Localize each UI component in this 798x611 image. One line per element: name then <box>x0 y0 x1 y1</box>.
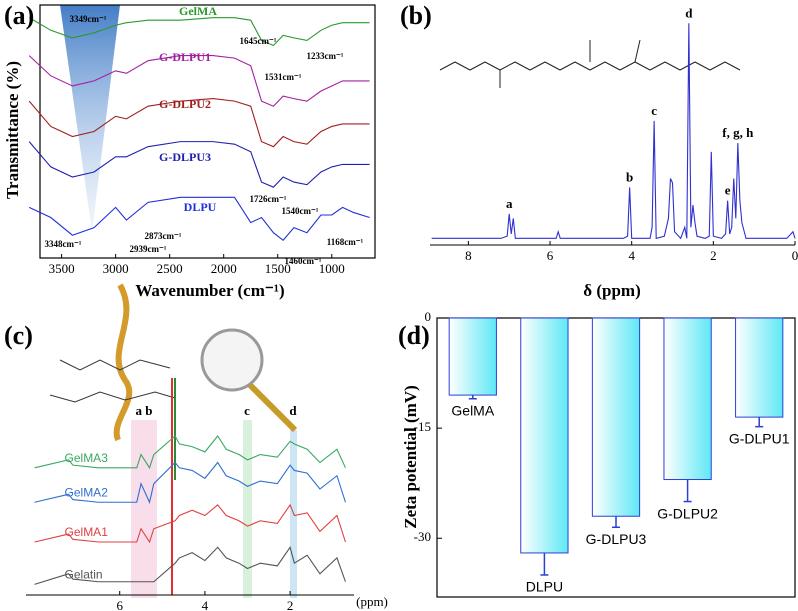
structure-b <box>439 39 741 88</box>
x-tick-label: 2 <box>287 598 294 611</box>
x-tick-label: 2 <box>710 248 717 263</box>
y-axis-label: Zeta potential (mV) <box>401 385 420 529</box>
x-tick-label: 0 <box>792 248 798 263</box>
x-axis-label: (ppm) <box>356 594 388 609</box>
x-axis-label: Wavenumber (cm⁻¹) <box>135 281 284 300</box>
x-axis-label: δ (ppm) <box>583 281 640 300</box>
annotation: e <box>725 183 731 198</box>
y-tick-label: -30 <box>414 529 431 544</box>
x-tick-label: 3500 <box>49 261 75 276</box>
series-label: G-DLPU1 <box>159 50 211 64</box>
annotation: 1168cm⁻¹ <box>327 237 364 247</box>
x-tick-label: 1000 <box>319 261 345 276</box>
panel-label: (b) <box>400 1 432 30</box>
illustration-c <box>49 283 298 598</box>
bar <box>591 317 641 517</box>
x-tick-label: 1500 <box>265 261 291 276</box>
annotation: c <box>244 403 250 418</box>
annotation: a <box>506 196 513 211</box>
category-label: GelMA <box>451 402 494 418</box>
x-tick-label: 2000 <box>211 261 237 276</box>
series-label: G-DLPU2 <box>159 97 211 111</box>
y-axis-label: Transmittance (%) <box>3 61 22 199</box>
annotation: b <box>626 169 633 184</box>
annotation: 1645cm⁻¹ <box>240 36 277 46</box>
spectrum-line <box>28 196 370 242</box>
annotation: 2873cm⁻¹ <box>145 231 182 241</box>
series-label: GelMA1 <box>65 525 109 539</box>
series-label: GelMA <box>179 4 217 18</box>
spectrum-line <box>34 503 347 544</box>
annotation: 1233cm⁻¹ <box>307 51 344 61</box>
annotation: 3349cm⁻¹ <box>70 14 107 24</box>
annotation: 1531cm⁻¹ <box>265 72 302 82</box>
series-label: Gelatin <box>65 568 103 582</box>
x-tick-label: 4 <box>628 248 635 263</box>
spectrum-line <box>28 98 370 148</box>
annotation: a b <box>136 403 153 418</box>
bar <box>663 317 712 481</box>
series-label: DLPU <box>184 200 217 214</box>
series-label: GelMA2 <box>65 485 109 499</box>
category-label: G-DLPU2 <box>657 505 718 521</box>
category-label: G-DLPU1 <box>729 430 790 446</box>
annotation: 2939cm⁻¹ <box>130 244 167 254</box>
annotation: 1540cm⁻¹ <box>282 206 319 216</box>
category-label: G-DLPU3 <box>586 531 647 547</box>
spectrum-line <box>431 23 796 240</box>
spectrum-line <box>34 461 347 504</box>
x-tick-label: 8 <box>465 248 472 263</box>
bar <box>735 317 784 418</box>
spectrum-line <box>28 17 370 47</box>
category-label: DLPU <box>526 579 563 595</box>
annotation: d <box>289 403 297 418</box>
y-tick-label: -15 <box>414 419 431 434</box>
bar <box>520 317 569 554</box>
y-tick-label: 0 <box>425 309 432 324</box>
annotation: 1460cm⁻¹ <box>285 256 322 266</box>
spectrum-line <box>34 435 346 470</box>
x-tick-label: 4 <box>202 598 209 611</box>
annotation: c <box>651 103 657 118</box>
x-tick-label: 6 <box>547 248 554 263</box>
panel-label: (c) <box>4 321 33 350</box>
panel-label: (a) <box>4 1 34 30</box>
spectrum-line <box>28 55 370 107</box>
spectrum-line <box>34 546 346 585</box>
plot-frame <box>39 4 376 259</box>
annotation: 1726cm⁻¹ <box>250 194 287 204</box>
series-label: GelMA3 <box>65 451 109 465</box>
x-tick-label: 3000 <box>103 261 129 276</box>
spectrum-line <box>28 141 370 188</box>
panel-label: (d) <box>398 321 430 350</box>
annotation: 3348cm⁻¹ <box>45 239 82 249</box>
highlight-band <box>60 5 120 232</box>
annotation: f, g, h <box>722 125 754 140</box>
series-label: G-DLPU3 <box>159 150 211 164</box>
bar <box>448 317 497 396</box>
annotation: d <box>685 5 693 20</box>
x-tick-label: 2500 <box>157 261 183 276</box>
x-tick-label: 6 <box>116 598 123 611</box>
